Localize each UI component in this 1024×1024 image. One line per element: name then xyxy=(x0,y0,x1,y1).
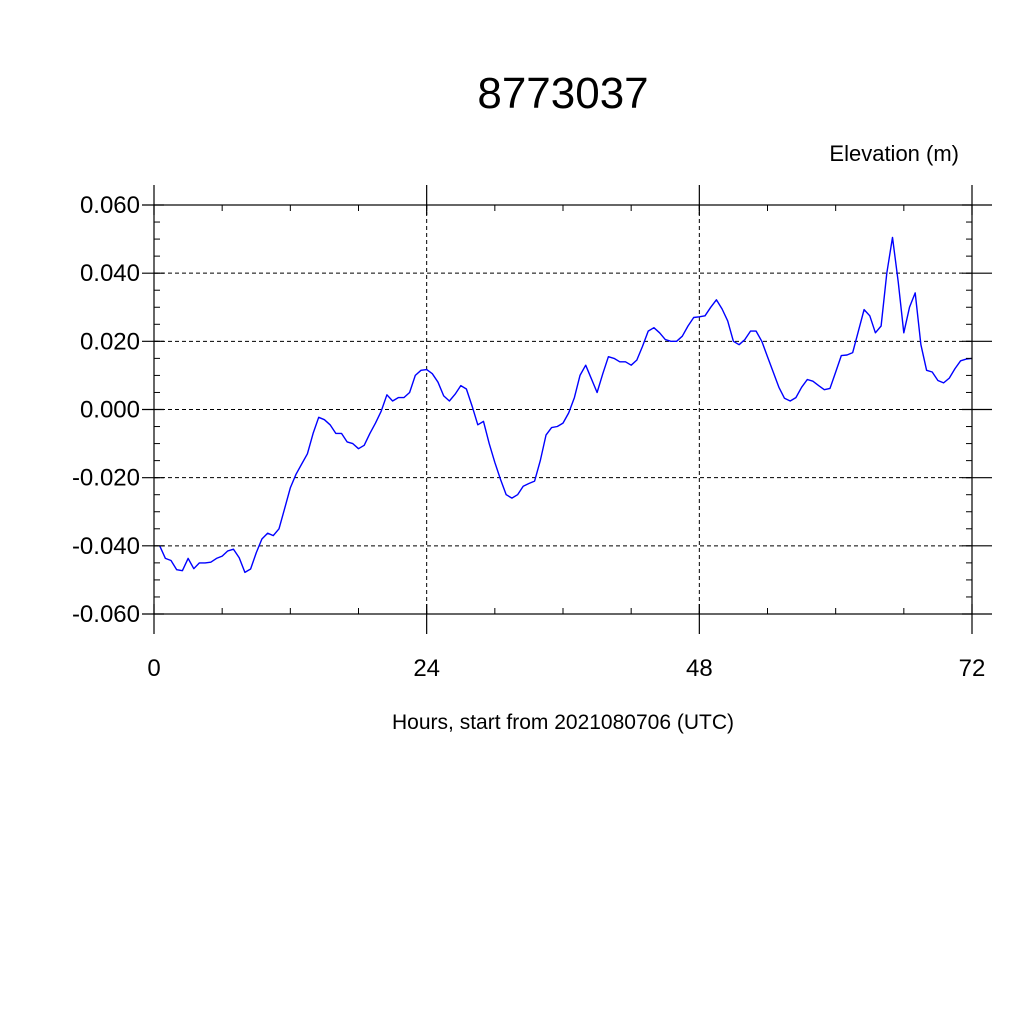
y-tick-label: -0.020 xyxy=(72,465,140,492)
chart-title: 8773037 xyxy=(477,69,648,118)
y-tick-label: 0.060 xyxy=(80,192,140,219)
series-layer xyxy=(159,236,973,574)
x-tick-label: 24 xyxy=(413,655,440,682)
y-tick-label: -0.060 xyxy=(72,601,140,628)
y-tick-label: 0.020 xyxy=(80,328,140,355)
y-axis-label: Elevation (m) xyxy=(829,141,959,166)
x-tick-label: 0 xyxy=(147,655,160,682)
y-tick-label: -0.040 xyxy=(72,533,140,560)
y-tick-label: 0.000 xyxy=(80,397,140,424)
grid-layer xyxy=(153,204,973,615)
elevation-series-line xyxy=(159,236,973,574)
x-tick-label: 48 xyxy=(686,655,713,682)
tick-labels-layer: -0.060 -0.040 -0.020 0.000 0.020 0.040 0.060 0 2… xyxy=(72,192,985,682)
x-tick-label: 72 xyxy=(959,655,986,682)
ticks-layer xyxy=(142,185,992,634)
y-tick-label: 0.040 xyxy=(80,260,140,287)
x-axis-label: Hours, start from 2021080706 (UTC) xyxy=(392,711,734,734)
